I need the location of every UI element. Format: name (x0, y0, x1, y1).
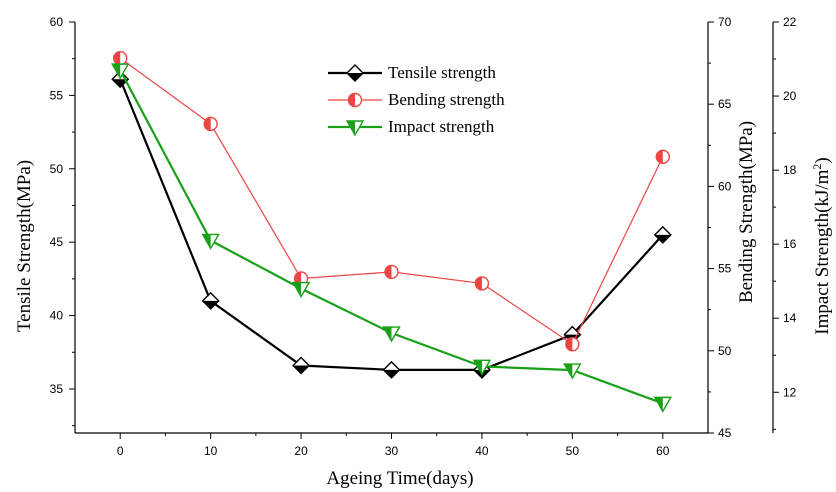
marker-fill (202, 300, 219, 309)
bending-tick-label: 65 (718, 97, 732, 111)
marker-fill (294, 271, 302, 285)
y-tick-label: 35 (50, 382, 64, 396)
legend-marker (347, 92, 363, 108)
y-tick-label: 55 (50, 88, 64, 102)
marker-fill (654, 234, 671, 243)
marker-fill (564, 364, 573, 379)
bending-tick-label: 70 (718, 15, 732, 29)
bending-strength-point (384, 264, 399, 280)
impact-axis-title-main: Impact Strength(kJ/m (812, 169, 833, 334)
impact-axis-title-close: ) (812, 157, 833, 163)
marker-fill (475, 276, 482, 290)
y-tick-label: 50 (50, 162, 64, 176)
bending-tick-label: 60 (718, 179, 732, 193)
marker-fill (112, 64, 121, 79)
marker-fill (656, 150, 663, 164)
bending-strength-series (113, 50, 670, 352)
bending-strength-point (113, 50, 128, 66)
tensile-strength-point (292, 356, 311, 375)
x-tick-label: 60 (656, 444, 670, 458)
marker-fill (293, 282, 302, 297)
bending-tick-label: 55 (718, 262, 732, 276)
tensile-strength-point (201, 291, 220, 310)
marker-fill (293, 365, 310, 374)
marker-fill (565, 337, 573, 351)
impact-tick-label: 20 (783, 89, 797, 103)
impact-strength-axis: 12 14 16 18 20 22 (773, 15, 797, 430)
bending-strength-point (474, 276, 490, 291)
bending-tick-label: 45 (718, 426, 732, 440)
impact-strength-point (201, 233, 220, 250)
y-tick-label: 60 (50, 15, 64, 29)
y-tick-label: 45 (50, 235, 64, 249)
impact-tick-label: 18 (783, 163, 797, 177)
marker-fill (385, 265, 392, 279)
tensile-strength-axis: 35 40 45 50 55 60 (50, 15, 75, 427)
x-axis-title: Ageing Time(days) (326, 468, 473, 489)
bending-axis-title: Bending Strength(MPa) (736, 121, 757, 303)
bending-strength-point (565, 337, 580, 352)
legend-item-impact-strength: Impact strength (328, 117, 495, 137)
y-tick-label: 40 (50, 309, 64, 323)
marker-fill (383, 327, 392, 342)
x-tick-label: 30 (385, 444, 399, 458)
impact-tick-label: 16 (783, 237, 797, 251)
legend: Tensile strength Bending strength Impact s… (328, 63, 505, 137)
x-tick-label: 0 (117, 444, 124, 458)
impact-tick-label: 12 (783, 385, 797, 399)
bending-strength-axis: 45 50 55 60 65 70 (708, 15, 732, 440)
impact-strength-point (653, 396, 672, 413)
x-tick-label: 10 (204, 444, 218, 458)
marker-fill (654, 397, 663, 412)
impact-axis-title: Impact Strength(kJ/m2) (810, 157, 833, 335)
legend-label: Bending strength (388, 90, 505, 109)
marker-fill (202, 234, 211, 249)
legend-label: Impact strength (388, 117, 495, 136)
bending-strength-point (203, 116, 218, 132)
impact-axis-title-sup: 2 (810, 164, 824, 170)
impact-strength-series (111, 63, 672, 413)
impact-strength-point (382, 326, 401, 343)
legend-item-bending-strength: Bending strength (328, 90, 505, 109)
bending-tick-label: 50 (718, 344, 732, 358)
marker-fill (347, 121, 355, 135)
marker-fill (383, 369, 400, 378)
impact-tick-label: 14 (783, 311, 797, 325)
impact-strength-point (563, 363, 582, 380)
impact-strength-point (291, 281, 311, 299)
marker-fill (204, 117, 211, 131)
marker-fill (348, 93, 355, 107)
tensile-strength-point (653, 225, 672, 244)
x-tick-label: 40 (475, 444, 489, 458)
impact-strength-point (111, 63, 130, 80)
x-tick-label: 20 (294, 444, 308, 458)
left-axis-title: Tensile Strength(MPa) (14, 160, 35, 332)
ageing-time-axis: 0 10 20 30 40 50 60 (117, 433, 670, 458)
impact-strength-point (472, 359, 492, 376)
legend-item-tensile-strength: Tensile strength (328, 63, 496, 82)
marker-fill (113, 51, 121, 65)
series-layer (111, 50, 672, 413)
tensile-strength-point (382, 360, 401, 379)
legend-marker (346, 64, 364, 82)
legend-marker (345, 120, 365, 137)
x-tick-label: 50 (566, 444, 580, 458)
bending-strength-point (655, 149, 670, 165)
impact-tick-label: 22 (783, 15, 797, 29)
marker-fill (347, 73, 363, 81)
marker-fill (473, 360, 482, 375)
legend-label: Tensile strength (388, 63, 496, 82)
marker-fill (112, 79, 129, 88)
